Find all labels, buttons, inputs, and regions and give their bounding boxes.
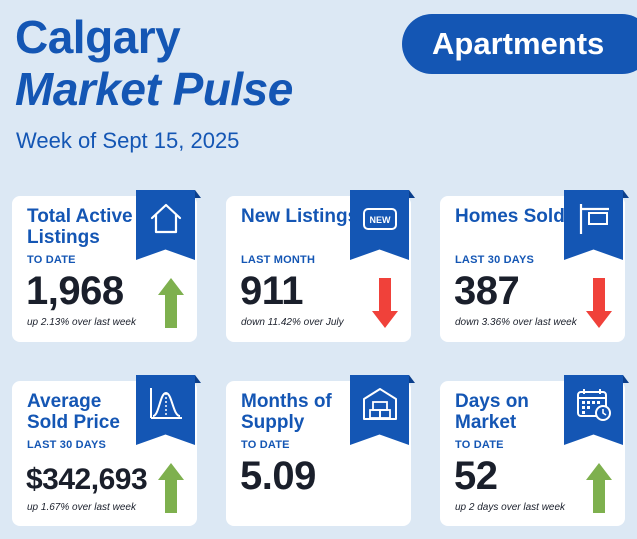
- subtitle: Week of Sept 15, 2025: [16, 128, 240, 153]
- card-title: Months of Supply: [241, 391, 332, 433]
- card-tab: [136, 375, 195, 445]
- card-tab: [564, 375, 623, 445]
- card-new-listings: NEW New Listings LAST MONTH 911 down 11.…: [226, 190, 415, 342]
- card-period: TO DATE: [27, 254, 76, 266]
- card-title: New Listings: [241, 206, 359, 227]
- warehouse-boxes-icon: [363, 388, 397, 420]
- card-tab: [350, 375, 409, 445]
- up-arrow-icon: [586, 463, 612, 513]
- card-title: Days on Market: [455, 391, 529, 433]
- card-tab: NEW: [350, 190, 409, 260]
- calendar-clock-icon: [577, 389, 611, 421]
- up-arrow-icon: [158, 463, 184, 513]
- title-line-1: Calgary: [15, 11, 181, 63]
- title-line-2: Market Pulse: [15, 63, 293, 115]
- new-tag-icon: NEW: [363, 208, 397, 230]
- card-value: 5.09: [240, 454, 316, 498]
- card-total-active-listings: Total Active Listings TO DATE 1,968 up 2…: [12, 190, 201, 342]
- card-period: TO DATE: [455, 439, 504, 451]
- new-tag-label: NEW: [370, 215, 392, 225]
- card-value: $342,693: [26, 463, 148, 496]
- card-value: 52: [454, 454, 498, 498]
- bell-curve-icon: [150, 388, 182, 419]
- up-arrow-icon: [158, 278, 184, 328]
- card-title: Homes Sold: [455, 206, 565, 227]
- card-change: up 1.67% over last week: [27, 502, 136, 513]
- card-value: 1,968: [26, 269, 124, 313]
- down-arrow-icon: [586, 278, 612, 328]
- card-title: Total Active Listings: [27, 206, 133, 248]
- card-months-of-supply: Months of Supply TO DATE 5.09: [226, 375, 415, 526]
- card-period: LAST 30 DAYS: [455, 254, 535, 266]
- card-period: TO DATE: [241, 439, 290, 451]
- card-title: Average Sold Price: [27, 391, 120, 433]
- card-value: 911: [240, 269, 304, 313]
- card-average-sold-price: Average Sold Price LAST 30 DAYS $342,693…: [12, 375, 201, 526]
- card-tab: [136, 190, 195, 260]
- house-icon: [150, 203, 182, 234]
- card-period: LAST MONTH: [241, 254, 316, 266]
- card-period: LAST 30 DAYS: [27, 439, 107, 451]
- card-change: up 2 days over last week: [455, 502, 566, 513]
- card-change: down 3.36% over last week: [455, 317, 577, 328]
- card-change: down 11.42% over July: [241, 317, 344, 328]
- card-days-on-market: Days on Market TO DATE 52 up 2 days over…: [440, 375, 629, 526]
- page-title: Calgary Market Pulse: [15, 14, 293, 112]
- card-value: 387: [454, 269, 520, 313]
- category-badge: Apartments: [402, 14, 637, 74]
- card-homes-sold: Homes Sold LAST 30 DAYS 387 down 3.36% o…: [440, 190, 629, 342]
- card-tab: [564, 190, 623, 260]
- down-arrow-icon: [372, 278, 398, 328]
- sign-post-icon: [579, 204, 609, 234]
- card-change: up 2.13% over last week: [27, 317, 136, 328]
